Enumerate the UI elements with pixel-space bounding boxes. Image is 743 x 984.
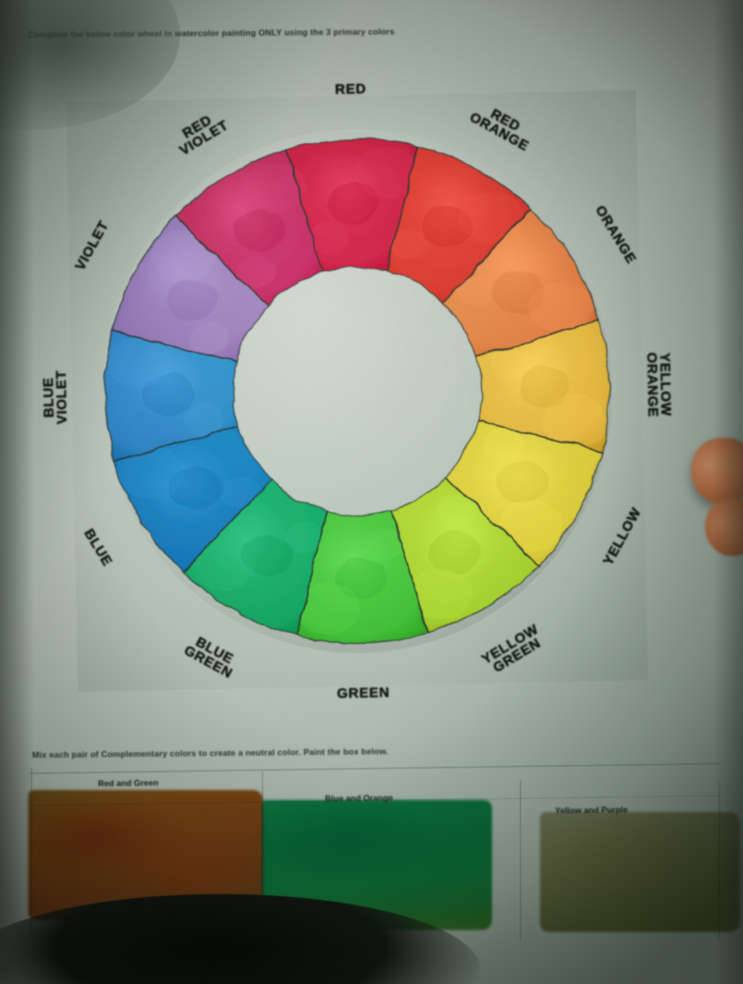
neutral-label-red-green: Red and Green: [97, 777, 159, 789]
shadow-edge-right: [713, 0, 743, 984]
shadow-edge-left: [0, 0, 34, 984]
wheel-label-green: GREEN: [336, 683, 390, 701]
neutral-label-yellow-purple: Yellow and Purple: [554, 804, 628, 816]
wheel-label-blue-violet: BLUE VIOLET: [39, 369, 70, 425]
wheel-label-red: RED: [334, 80, 367, 97]
neutral-table-divider-2: [520, 780, 521, 940]
color-wheel-svg: [101, 129, 613, 653]
wheel-label-yellow-orange: YELLOW ORANGE: [644, 352, 675, 418]
color-wheel: RED RED ORANGE ORANGE YELLOW ORANGE YELLOW YE…: [39, 80, 674, 701]
neutral-swatch-yellow-purple: [540, 812, 740, 932]
neutral-label-blue-orange: Blue and Orange: [324, 792, 394, 804]
